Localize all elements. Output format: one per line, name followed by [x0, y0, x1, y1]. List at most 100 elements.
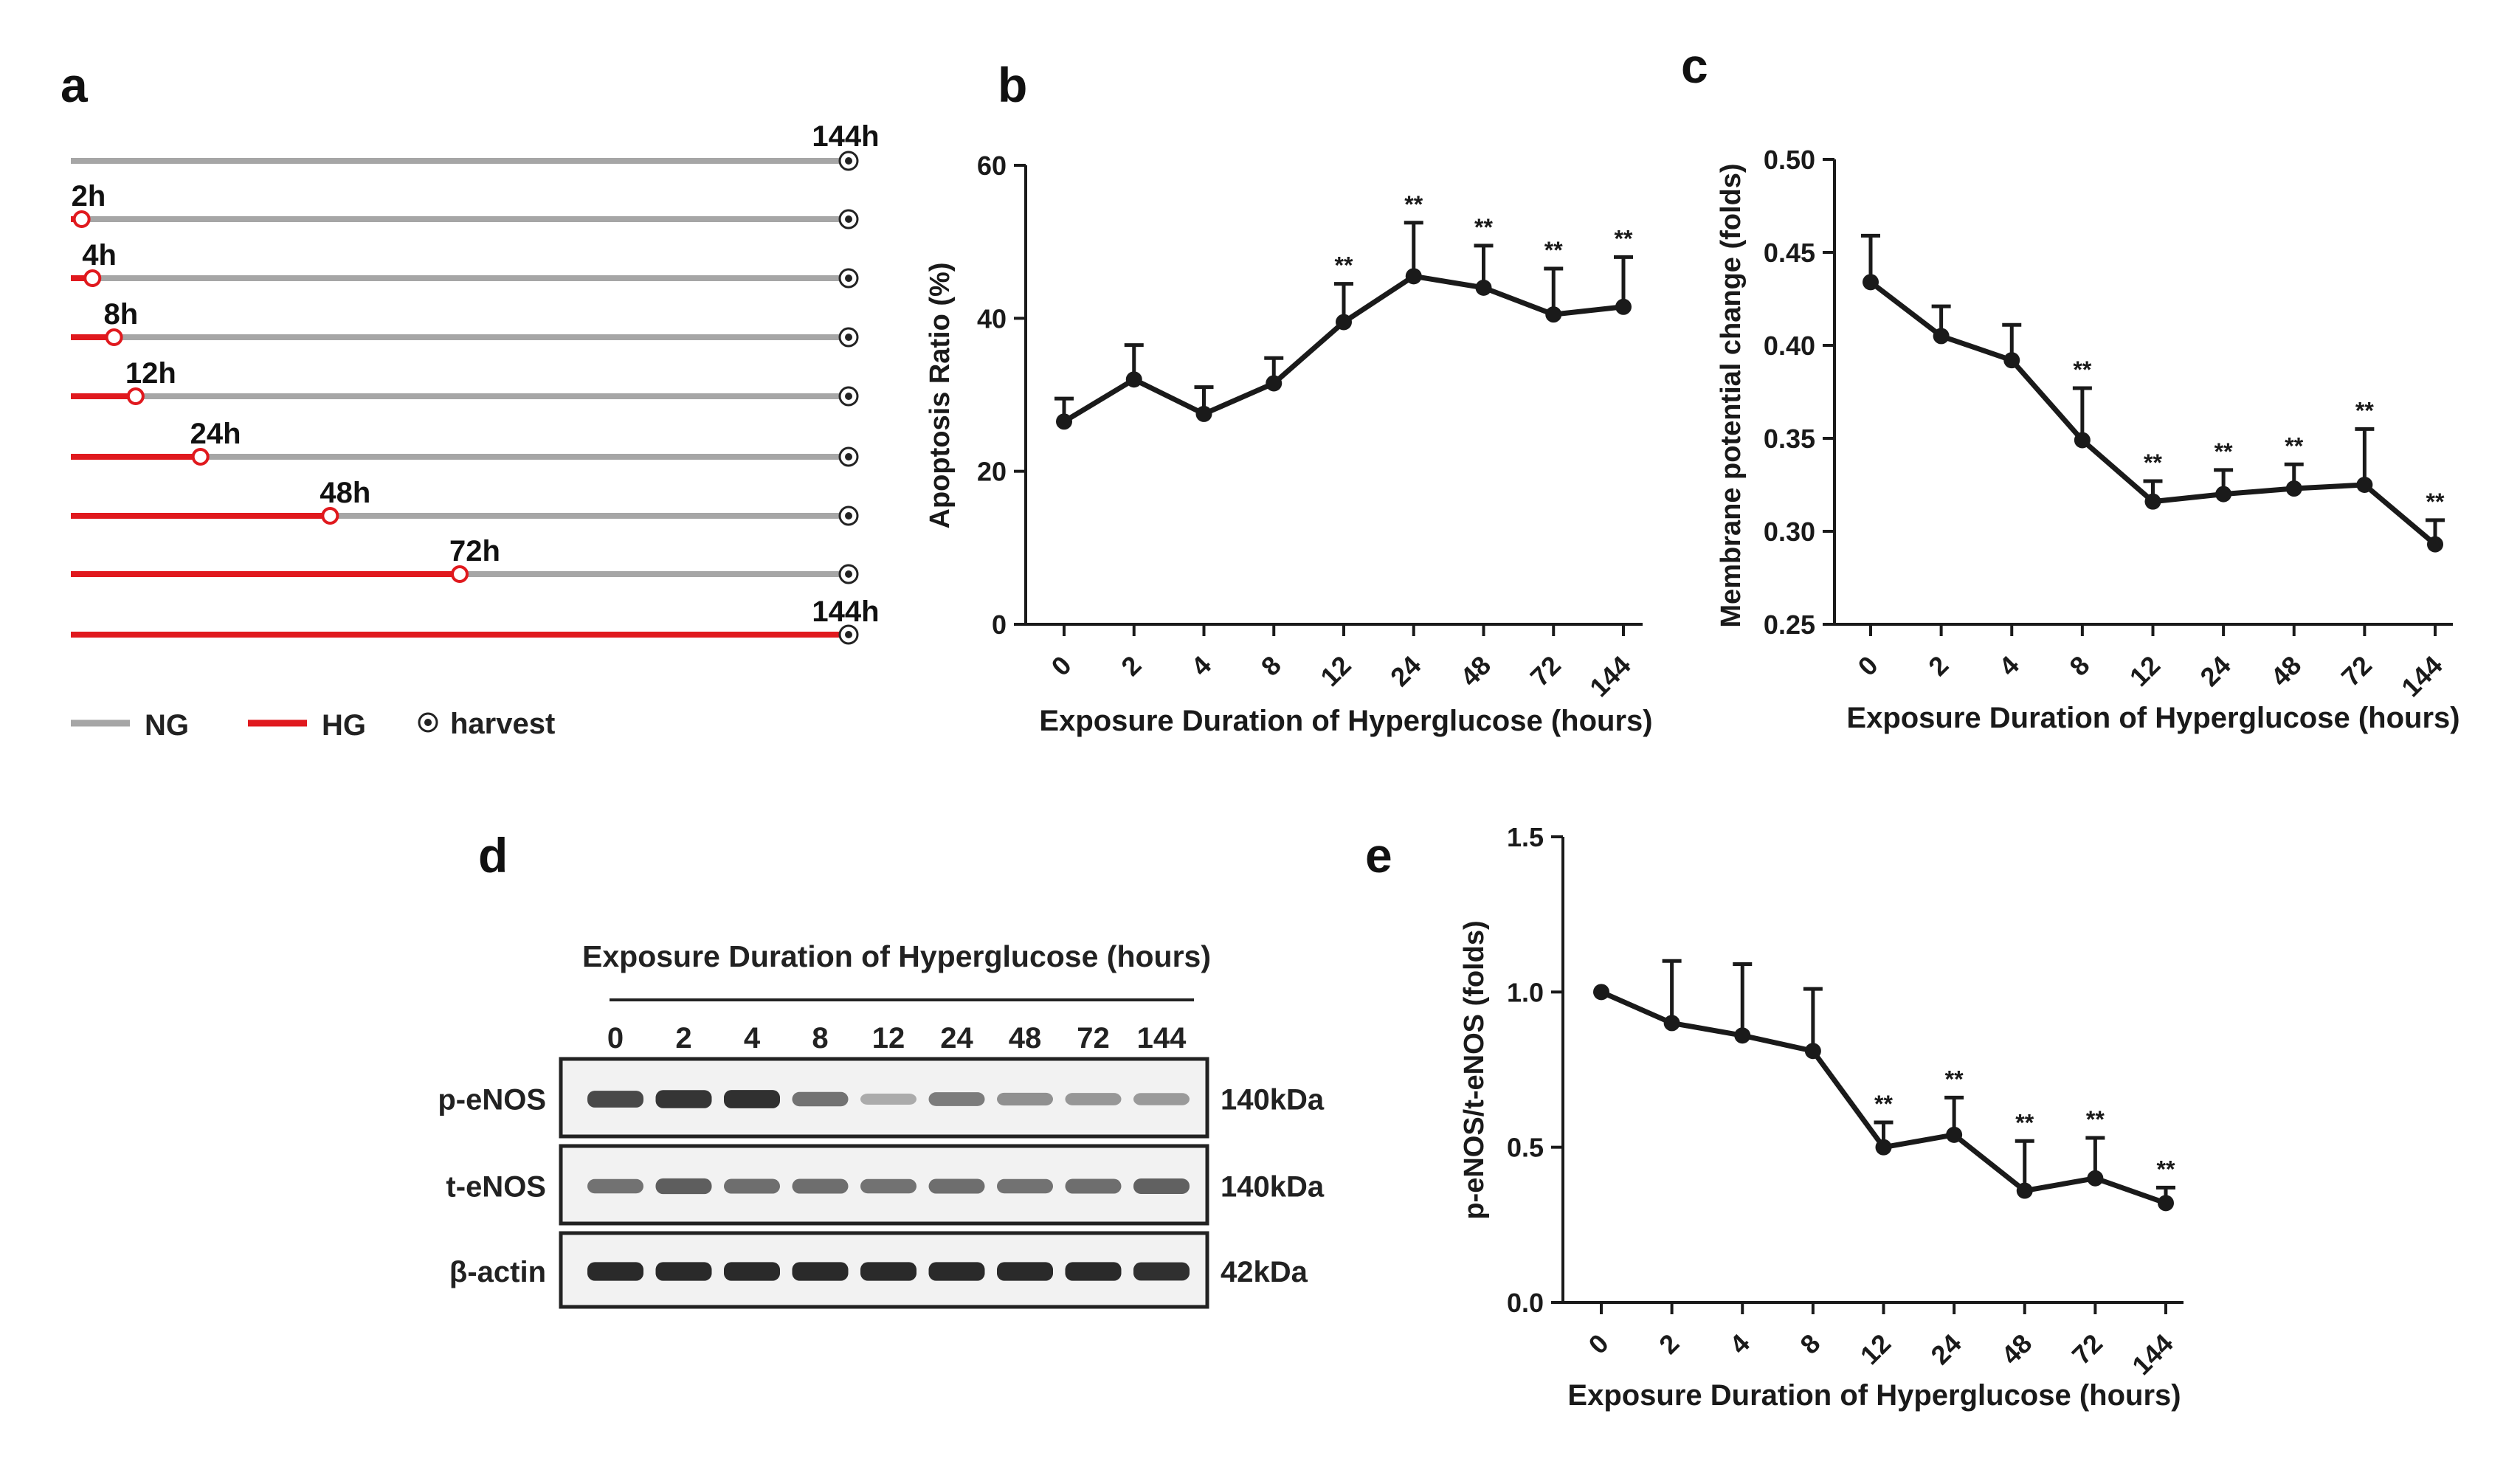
western-lane-label: 2: [675, 1022, 691, 1054]
timeline-harvest-marker-dot: [845, 275, 852, 282]
blot-band: [860, 1178, 916, 1194]
significance-marker: **: [1615, 225, 1633, 252]
blot-band: [1065, 1178, 1122, 1194]
blot-band: [860, 1093, 916, 1105]
blot-band: [1133, 1178, 1190, 1194]
y-tick-label: 1.0: [1507, 977, 1544, 1007]
data-point: [1804, 1043, 1821, 1060]
timeline-switch-marker: [191, 448, 210, 466]
blot-band: [1133, 1093, 1190, 1105]
data-point: [2356, 477, 2373, 493]
blot-band: [928, 1092, 985, 1106]
significance-marker: **: [2285, 432, 2303, 459]
blot-band: [928, 1178, 985, 1194]
y-tick-label: 0.0: [1507, 1288, 1544, 1318]
blot-band: [724, 1178, 780, 1194]
timeline-switch-marker: [83, 269, 102, 287]
panel-label-d: d: [478, 828, 508, 883]
western-lane-label: 48: [1009, 1022, 1042, 1054]
timeline-harvest-marker-dot: [845, 570, 852, 578]
western-lane-label: 72: [1077, 1022, 1110, 1054]
significance-marker: **: [2144, 449, 2162, 476]
timeline-switch-marker: [72, 210, 91, 228]
timeline-harvest-marker-dot: [845, 512, 852, 520]
blot-protein-label: t-eNOS: [446, 1171, 546, 1204]
data-point: [2074, 432, 2091, 449]
timeline-row-label: 72h: [449, 535, 500, 567]
blot-size-label: 140kDa: [1221, 1171, 1325, 1204]
blot-band: [587, 1178, 643, 1194]
data-point: [2003, 352, 2020, 369]
timeline-end-label: 144h: [812, 120, 879, 153]
blot-band: [655, 1090, 712, 1108]
blot-band: [724, 1262, 780, 1281]
timeline-harvest-marker-dot: [845, 334, 852, 341]
timeline-harvest-marker-dot: [845, 631, 852, 638]
timeline-row-label: 144h: [812, 596, 879, 628]
western-title: Exposure Duration of Hyperglucose (hours…: [582, 939, 1211, 973]
timeline-row-label: 48h: [320, 477, 370, 509]
data-point: [2087, 1170, 2104, 1187]
data-point: [1863, 274, 1879, 291]
blot-band: [997, 1092, 1053, 1106]
blot-band: [792, 1262, 849, 1281]
western-lane-label: 144: [1137, 1022, 1187, 1054]
blot-band: [1065, 1262, 1122, 1281]
data-point: [1875, 1139, 1892, 1156]
timeline-switch-marker: [321, 507, 339, 525]
blot-band: [997, 1262, 1053, 1281]
legend-ng-label: NG: [145, 709, 189, 742]
timeline-row-label: 4h: [82, 239, 117, 272]
timeline-switch-marker: [451, 565, 469, 583]
data-point: [1946, 1126, 1963, 1143]
significance-marker: **: [2215, 438, 2233, 465]
y-tick-label: 40: [977, 303, 1007, 334]
blot-band: [655, 1178, 712, 1195]
data-point: [1475, 279, 1492, 296]
blot-protein-label: β-actin: [449, 1256, 546, 1288]
y-tick-label: 0.35: [1764, 424, 1815, 454]
y-axis-label: Apoptosis Ratio (%): [925, 263, 956, 529]
significance-marker: **: [2355, 397, 2374, 424]
significance-marker: **: [2157, 1156, 2175, 1182]
timeline-harvest-marker-dot: [845, 215, 852, 223]
data-point: [1545, 306, 1562, 323]
western-lane-label: 4: [744, 1022, 761, 1054]
timeline-row-label: 24h: [190, 418, 241, 450]
timeline-row-label: 2h: [72, 180, 106, 213]
data-point: [1933, 328, 1950, 345]
significance-marker: **: [2073, 356, 2091, 383]
data-point: [1593, 984, 1609, 1001]
blot-band: [792, 1178, 849, 1194]
western-lane-label: 0: [607, 1022, 624, 1054]
blot-band: [724, 1090, 780, 1108]
data-point: [1734, 1027, 1751, 1044]
blot-band: [860, 1262, 916, 1281]
blot-band: [1133, 1262, 1190, 1281]
significance-marker: **: [2086, 1106, 2105, 1133]
y-tick-label: 0.25: [1764, 610, 1815, 640]
timeline-harvest-marker-dot: [845, 393, 852, 400]
legend-harvest-label: harvest: [450, 708, 555, 740]
data-point: [2427, 536, 2443, 553]
significance-marker: **: [2426, 489, 2445, 515]
timeline-row-label: 12h: [125, 357, 176, 390]
significance-marker: **: [1874, 1091, 1893, 1117]
blot-band: [587, 1091, 643, 1108]
data-point: [1336, 314, 1352, 331]
blot-protein-label: p-eNOS: [438, 1084, 546, 1116]
timeline-switch-marker: [105, 328, 123, 346]
blot-size-label: 140kDa: [1221, 1084, 1325, 1116]
data-point: [2285, 480, 2302, 497]
significance-marker: **: [1544, 237, 1563, 263]
y-axis-label: p-eNOS/t-eNOS (folds): [1459, 920, 1490, 1219]
data-point: [2144, 493, 2161, 510]
y-tick-label: 0.45: [1764, 238, 1815, 268]
panel-a-legend: NG HG harvest: [71, 708, 555, 742]
timeline-harvest-marker-dot: [845, 157, 852, 165]
blot-band: [587, 1262, 643, 1281]
y-axis-label: Membrane potential change (folds): [1716, 163, 1747, 627]
western-lane-label: 8: [812, 1022, 828, 1054]
data-point: [1125, 371, 1142, 388]
data-point: [2215, 486, 2232, 503]
